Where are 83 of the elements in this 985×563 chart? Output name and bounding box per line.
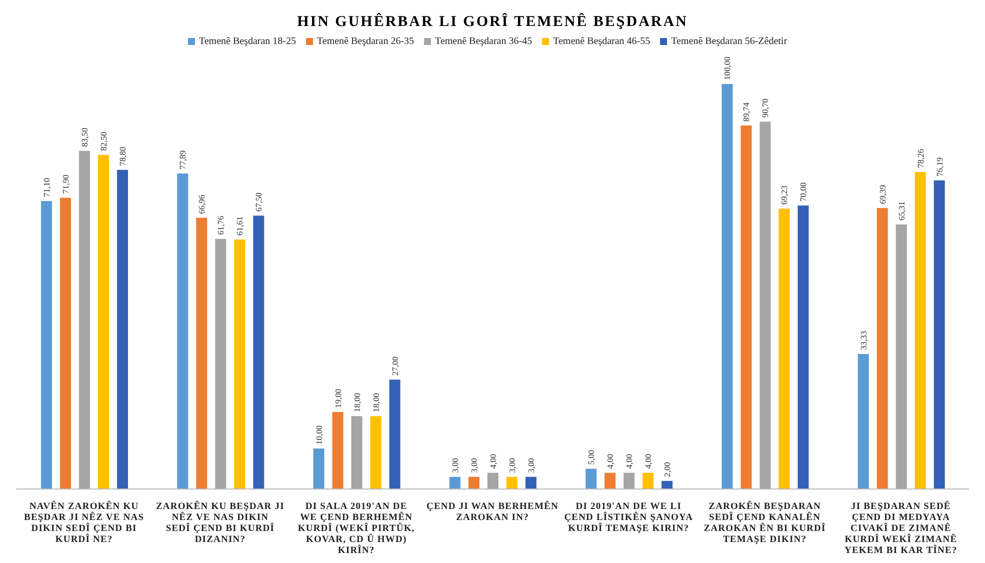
bar: [79, 150, 90, 489]
data-label: 5,00: [586, 450, 596, 465]
data-label: 90,70: [760, 98, 770, 118]
bar: [177, 174, 188, 489]
data-label: 83,50: [80, 128, 90, 147]
bar: [798, 206, 809, 489]
data-label: 10,00: [314, 425, 324, 444]
chart-title: HIN GUHÊRBAR LI GORÎ TEMENÊ BEŞDARAN: [296, 12, 689, 32]
bar: [586, 468, 597, 489]
data-label: 66,96: [196, 194, 207, 214]
bar: [858, 354, 869, 489]
bar: [896, 224, 907, 489]
data-label: 71,90: [60, 174, 70, 194]
bar: [604, 472, 616, 489]
data-label: 100,00: [722, 56, 732, 80]
x-tick-label: ZAROKÊN BEŞDARAN SEDÎ ÇEND KANALÊN ZAROKAN ÊN BI KURDÎ TEMAŞE DIKIN?: [704, 500, 826, 545]
bar: [525, 476, 536, 489]
bar: [449, 476, 460, 489]
data-label: 61,76: [216, 216, 226, 235]
bar: [740, 126, 752, 489]
bar: [389, 380, 400, 489]
bar: [332, 412, 344, 489]
data-label: 69,39: [877, 184, 888, 204]
data-label: 65,31: [896, 201, 906, 220]
data-label: 69,23: [779, 185, 790, 205]
data-label: 78,26: [915, 148, 926, 168]
bar: [351, 416, 362, 489]
bar: [313, 448, 324, 489]
legend-label: Temenê Beşdaran 56-Zêdetir: [671, 36, 788, 47]
bar: [934, 180, 945, 489]
data-label: 3,00: [468, 458, 479, 473]
data-label: 27,00: [390, 356, 400, 376]
data-label: 82,50: [98, 132, 108, 151]
data-label: 78,80: [118, 146, 128, 166]
data-label: 19,00: [332, 388, 343, 408]
data-label: 3,00: [526, 458, 536, 473]
data-label: 18,00: [370, 392, 381, 412]
bar: [468, 476, 480, 489]
data-label: 18,00: [352, 392, 362, 412]
bar: [41, 201, 52, 489]
bar: [234, 239, 246, 489]
bar: [624, 472, 635, 489]
data-label: 4,00: [605, 454, 616, 469]
x-tick-label: DI 2019'AN DE WE LI ÇEND LÎSTIKÊN ŞANOYA KURDÎ TEMAŞE KIRIN?: [564, 502, 694, 534]
data-label: 61,61: [234, 216, 245, 236]
data-label: 77,89: [178, 150, 188, 170]
bar: [914, 172, 926, 489]
bar: [98, 154, 109, 489]
bar: [642, 472, 654, 489]
data-label: 4,00: [643, 454, 654, 469]
data-label: 4,00: [488, 454, 498, 469]
bar: [722, 84, 733, 489]
bar: [487, 472, 498, 489]
x-tick-label: JI BEŞDARAN SEDÊ ÇEND DI MEDYAYA CIVAKÎ DE ZIMANÊ KURDÎ WEKÎ ZIMANÊ YEKEM BI KAR TÎNE?: [844, 500, 958, 556]
x-tick-label: ÇEND JI WAN BERHEMÊN ZAROKAN IN?: [426, 500, 558, 523]
data-label: 3,00: [506, 458, 517, 473]
legend-label: Temenê Beşdaran 18-25: [198, 36, 296, 47]
data-label: 4,00: [624, 454, 634, 469]
data-label: 89,74: [741, 102, 752, 122]
bar: [215, 238, 226, 489]
bar: [117, 170, 128, 489]
data-label: 71,10: [42, 178, 52, 198]
legend-label: Temenê Beşdaran 26-35: [316, 36, 414, 47]
bar: [760, 122, 771, 489]
data-label: 67,50: [254, 192, 264, 212]
data-label: 33,33: [858, 330, 868, 350]
bar: [370, 416, 382, 489]
bar: [60, 198, 71, 489]
data-label: 3,00: [450, 458, 460, 473]
bar: [253, 216, 264, 489]
bar: [196, 218, 208, 489]
bar: [506, 476, 518, 489]
legend-label: Temenê Beşdaran 36-45: [435, 36, 532, 47]
x-tick-label: DI SALA 2019'AN DE WE ÇEND BERHEMÊN KURDÎ (WEKÎ PIRTÛK, KOVAR, CD Û HWD) KIRÎN?: [298, 502, 415, 556]
data-label: 70,00: [798, 182, 808, 202]
legend-label: Temenê Beşdaran 46-55: [553, 36, 650, 47]
bar: [876, 208, 888, 489]
bar: [778, 208, 790, 489]
data-label: 2,00: [662, 462, 672, 477]
x-tick-label: NAVÊN ZAROKÊN KU BEŞDAR JI NÊZ VE NAS DIKIN SEDÎ ÇEND BI KURDÎ NE?: [24, 500, 144, 545]
bar: [662, 480, 673, 489]
data-label: 76,19: [934, 157, 944, 176]
x-tick-label: ZAROKÊN KU BEŞDAR JI NÊZ VE NAS DIKIN SEDÎ ÇEND BI KURDÎ DIZANIN?: [156, 500, 284, 545]
